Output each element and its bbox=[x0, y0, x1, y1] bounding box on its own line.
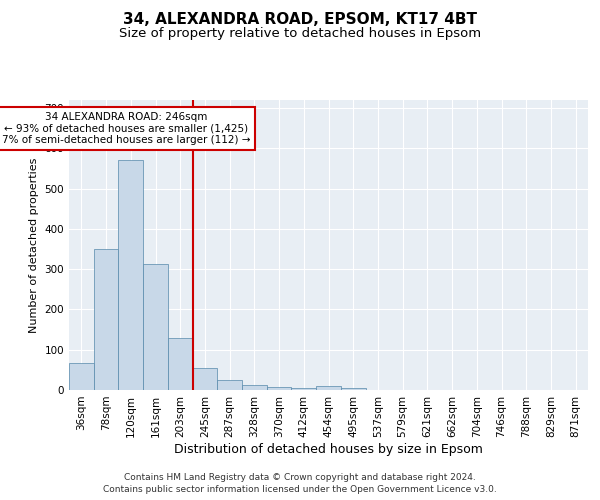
Text: 34, ALEXANDRA ROAD, EPSOM, KT17 4BT: 34, ALEXANDRA ROAD, EPSOM, KT17 4BT bbox=[123, 12, 477, 28]
Bar bbox=[217, 380, 242, 390]
Bar bbox=[143, 264, 168, 390]
Text: Contains HM Land Registry data © Crown copyright and database right 2024.: Contains HM Land Registry data © Crown c… bbox=[124, 472, 476, 482]
Bar bbox=[118, 160, 143, 390]
Bar bbox=[94, 249, 118, 390]
Text: Contains public sector information licensed under the Open Government Licence v3: Contains public sector information licen… bbox=[103, 485, 497, 494]
Bar bbox=[193, 368, 217, 390]
Text: Size of property relative to detached houses in Epsom: Size of property relative to detached ho… bbox=[119, 28, 481, 40]
Bar bbox=[168, 338, 193, 390]
Bar bbox=[316, 386, 341, 390]
Bar bbox=[69, 362, 94, 390]
Bar bbox=[267, 387, 292, 390]
Y-axis label: Number of detached properties: Number of detached properties bbox=[29, 158, 39, 332]
Bar bbox=[242, 385, 267, 390]
X-axis label: Distribution of detached houses by size in Epsom: Distribution of detached houses by size … bbox=[174, 442, 483, 456]
Bar bbox=[292, 388, 316, 390]
Text: 34 ALEXANDRA ROAD: 246sqm
← 93% of detached houses are smaller (1,425)
7% of sem: 34 ALEXANDRA ROAD: 246sqm ← 93% of detac… bbox=[2, 112, 250, 146]
Bar bbox=[341, 388, 365, 390]
